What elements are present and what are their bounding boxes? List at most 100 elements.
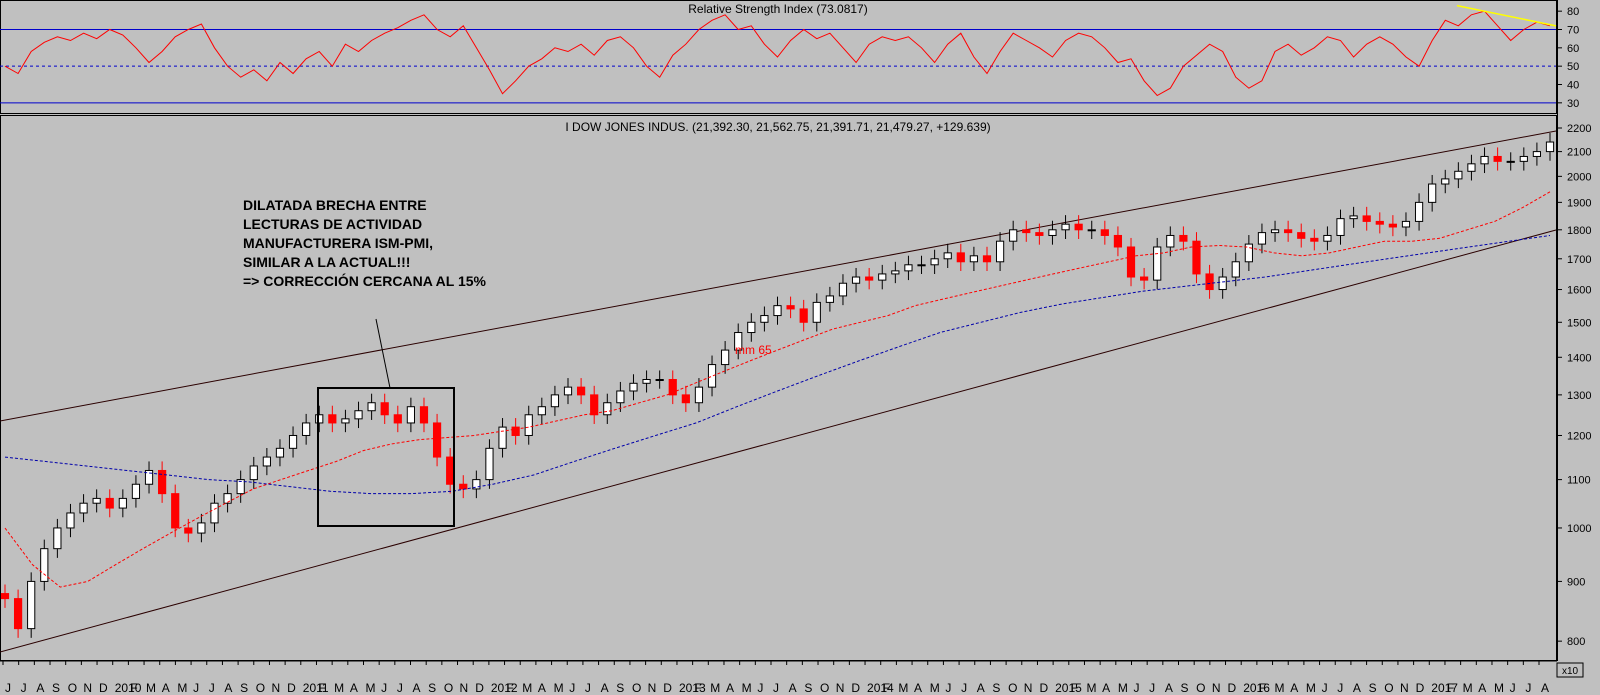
candle-body: [943, 252, 952, 260]
annotation-line-3: MANUFACTURERA ISM-PMI,: [243, 235, 433, 251]
candle-body: [158, 469, 167, 495]
candle-body: [878, 273, 887, 281]
x-tick-label: J: [961, 681, 967, 695]
candle-body: [825, 295, 834, 303]
candle-body: [1401, 220, 1411, 228]
x-tick-label: S: [1181, 681, 1189, 695]
x-tick-label: 2014: [867, 681, 894, 695]
candle-body: [747, 321, 756, 334]
candle-body: [982, 255, 992, 263]
candle-body: [288, 434, 298, 449]
candle-body: [524, 414, 533, 436]
dow-title: I DOW JONES INDUS. (21,392.30, 21,562.75…: [565, 120, 990, 134]
x-tick-label: D: [1039, 681, 1048, 695]
x-tick-label: 2010: [115, 681, 142, 695]
x-tick-label: S: [1369, 681, 1377, 695]
x-tick-label: S: [428, 681, 436, 695]
candle-body: [1375, 220, 1384, 225]
x-tick-label: M: [898, 681, 908, 695]
plot-border-top: [0, 0, 1557, 114]
candle-body: [655, 378, 664, 381]
x-tick-label: F: [318, 681, 325, 695]
x-tick-label: A: [601, 681, 609, 695]
candle-body: [995, 240, 1005, 263]
candle-body: [694, 386, 704, 404]
x-tick-label: M: [1494, 681, 1504, 695]
x-tick-label: F: [695, 681, 702, 695]
rsi-tick-label: 60: [1567, 43, 1579, 55]
candle-body: [27, 580, 36, 630]
x-tick-label: O: [256, 681, 265, 695]
candle-body: [930, 258, 939, 266]
rsi-title: Relative Strength Index (73.0817): [688, 2, 867, 16]
x-tick-label: J: [757, 681, 763, 695]
candle-body: [40, 548, 49, 582]
x-tick-label: M: [710, 681, 720, 695]
candle-body: [406, 406, 415, 424]
candle-body: [249, 465, 258, 481]
candle-body: [66, 512, 75, 529]
x-tick-label: J: [21, 681, 27, 695]
x-tick-label: N: [271, 681, 280, 695]
candle-body: [1270, 229, 1280, 234]
x-tick-label: F: [130, 681, 137, 695]
x-tick-label: D: [1228, 681, 1237, 695]
mm65-label: mm 65: [735, 343, 772, 357]
candle-body: [1257, 232, 1267, 245]
candle-body: [1310, 237, 1319, 242]
x-tick-label: D: [475, 681, 484, 695]
x-tick-label: J: [1149, 681, 1155, 695]
candle-body: [851, 276, 861, 284]
annotation-box: [317, 387, 455, 527]
candle-body: [577, 386, 586, 396]
x-tick-label: N: [1212, 681, 1221, 695]
candle-body: [315, 414, 324, 424]
candle-body: [1454, 170, 1463, 180]
candle-body: [1061, 223, 1070, 231]
mm65-line: [4, 191, 1551, 588]
y-multiplier-label: x10: [1562, 666, 1579, 677]
x-tick-label: N: [83, 681, 92, 695]
price-tick-label: 1600: [1567, 285, 1591, 297]
candle-body: [1140, 276, 1149, 281]
candle-body: [1519, 155, 1528, 162]
x-tick-label: O: [68, 681, 77, 695]
candle-body: [1153, 246, 1162, 281]
candle-body: [1113, 234, 1123, 248]
annotation-line-2: LECTURAS DE ACTIVIDAD: [243, 216, 422, 232]
candle-body: [472, 479, 481, 490]
candle-body: [354, 410, 363, 420]
candle-body: [1100, 229, 1109, 236]
candle-body: [537, 406, 546, 416]
rsi-trend-line: [1456, 4, 1557, 27]
candle-body: [184, 527, 193, 534]
x-tick-label: 2012: [491, 681, 518, 695]
x-tick-label: M: [1463, 681, 1473, 695]
candle-body: [1323, 234, 1332, 242]
x-tick-label: O: [1196, 681, 1205, 695]
right-axis-panel: [1557, 0, 1600, 695]
candle-body: [275, 447, 285, 458]
price-tick-label: 1900: [1567, 197, 1591, 209]
candle-body: [118, 497, 127, 509]
candle-body: [891, 270, 900, 275]
x-tick-label: N: [1400, 681, 1409, 695]
candle-body: [734, 332, 743, 351]
candle-body: [210, 502, 219, 524]
x-tick-label: O: [820, 681, 829, 695]
annotation-text: DILATADA BRECHA ENTRE LECTURAS DE ACTIVI…: [243, 197, 487, 289]
x-tick-label: J: [209, 681, 215, 695]
x-tick-label: J: [397, 681, 403, 695]
multiplier-box: [1556, 662, 1584, 678]
x-tick-label: A: [1478, 681, 1486, 695]
rsi-tick-label: 50: [1567, 61, 1579, 73]
x-tick-label: M: [1118, 681, 1128, 695]
candle-body: [432, 422, 442, 458]
x-tick-label: M: [177, 681, 187, 695]
candle-body: [1179, 234, 1188, 242]
x-tick-label: 2016: [1243, 681, 1270, 695]
x-tick-label: A: [1353, 681, 1361, 695]
x-tick-label: F: [883, 681, 890, 695]
